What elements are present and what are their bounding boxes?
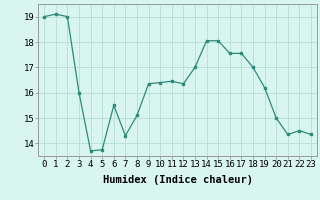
X-axis label: Humidex (Indice chaleur): Humidex (Indice chaleur) [103,175,252,185]
